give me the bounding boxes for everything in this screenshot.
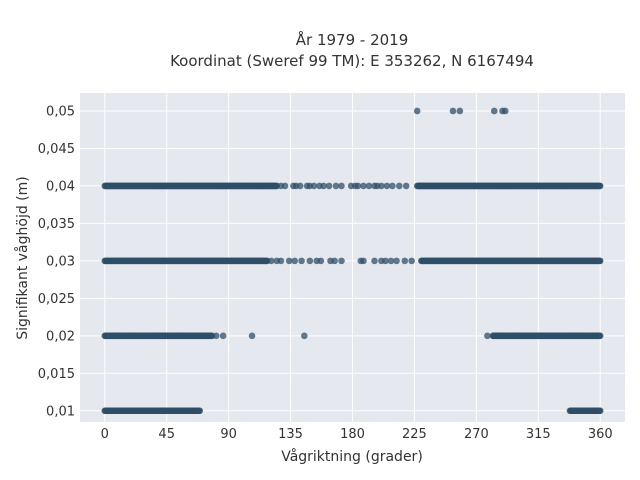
y-tick-label: 0,015 [38,367,75,382]
x-tick-label: 135 [278,427,303,442]
data-point [413,107,421,115]
data-point [317,257,325,265]
data-point [387,257,395,265]
data-point [401,257,409,265]
data-point [382,257,389,265]
x-tick-label: 225 [402,427,427,442]
y-tick-label: 0,045 [38,142,75,157]
data-point [332,182,340,190]
data-point [402,182,410,190]
data-point [365,182,373,190]
data-point [395,182,403,190]
data-point [298,257,305,265]
data-point [248,332,256,340]
data-point [371,257,378,265]
data-point [456,107,464,115]
x-tick-label: 45 [158,427,175,442]
data-point [360,257,367,265]
data-point [501,107,509,115]
data-point [408,257,415,265]
data-point [291,257,298,265]
y-tick-label: 0,03 [46,254,75,269]
chart-title-line-1: År 1979 - 2019 [296,30,409,49]
data-point [331,257,338,265]
y-axis-ticks: 0,01 0,015 0,02 0,025 0,03 0,035 0,04 0,045 0,05 [38,104,75,419]
x-tick-label: 360 [588,427,613,442]
data-point [281,182,289,190]
data-point [196,407,204,415]
data-point [484,332,491,340]
data-point [285,257,293,265]
data-point [383,182,391,190]
data-point [596,407,604,415]
data-point [360,182,367,190]
data-point [212,332,220,340]
x-axis-ticks: 0 45 90 135 180 225 270 315 360 [101,427,613,442]
x-tick-label: 315 [526,427,551,442]
data-point [268,257,275,265]
data-point [338,182,345,190]
y-tick-label: 0,04 [46,179,75,194]
data-point [320,182,327,190]
data-point [277,257,285,265]
y-tick-label: 0,035 [38,217,75,232]
data-point [219,332,227,340]
data-point [306,257,314,265]
data-point [490,107,498,115]
x-tick-label: 0 [101,427,109,442]
data-point [301,332,308,340]
y-axis-label: Signifikant våghöjd (m) [14,176,31,339]
data-point [354,182,362,190]
x-tick-label: 90 [220,427,237,442]
y-tick-label: 0,02 [46,329,75,344]
data-point [296,182,304,190]
data-point [325,182,333,190]
x-tick-label: 180 [340,427,365,442]
data-point [338,257,345,265]
grid [80,93,625,422]
data-point [389,182,396,190]
data-point [596,182,604,190]
x-tick-label: 270 [464,427,489,442]
data-point [596,332,604,340]
y-tick-label: 0,025 [38,292,75,307]
data-point [596,257,604,265]
x-axis-label: Vågriktning (grader) [281,448,423,465]
y-tick-label: 0,01 [46,404,75,419]
y-tick-label: 0,05 [46,104,75,119]
data-point [310,182,318,190]
data-point [449,107,457,115]
chart-title-line-2: Koordinat (Sweref 99 TM): E 353262, N 61… [170,52,534,70]
data-point [393,257,400,265]
data-points [101,107,604,415]
data-point [378,182,385,190]
